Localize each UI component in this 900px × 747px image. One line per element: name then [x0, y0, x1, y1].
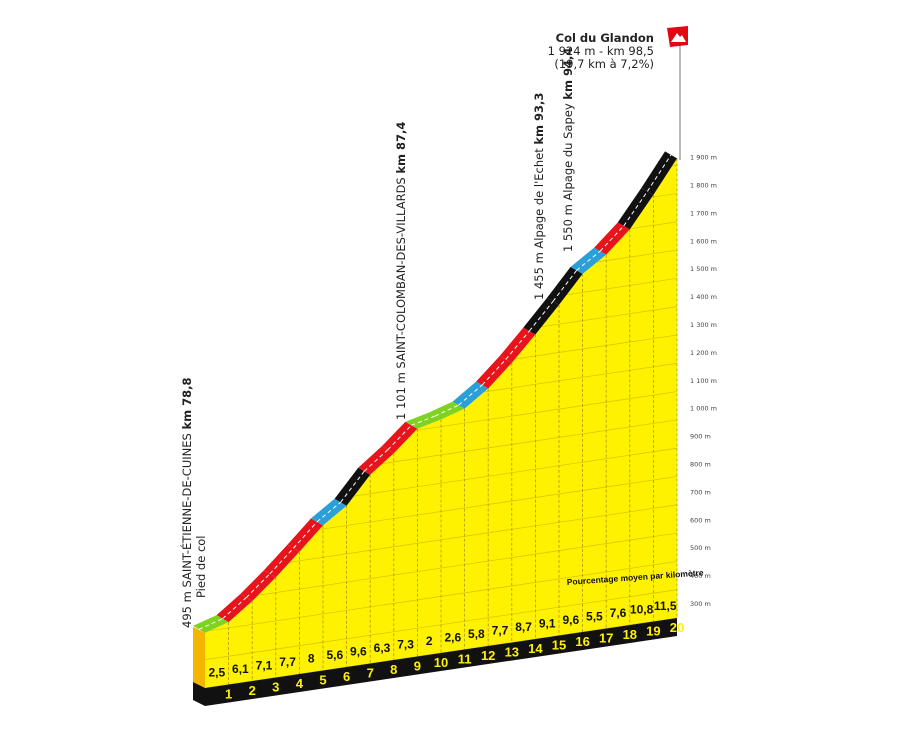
- gradient-label: 11,5: [654, 599, 677, 613]
- gradient-label: 8: [308, 651, 315, 665]
- side-base: [193, 682, 205, 706]
- km-label: 12: [481, 648, 495, 663]
- road-centerline: [269, 547, 294, 575]
- gradient-label: 6,3: [374, 641, 391, 655]
- road-centerline: [529, 301, 554, 332]
- y-tick-label: 400 m: [690, 572, 711, 580]
- mountain-flag-icon: [667, 26, 688, 47]
- km-label: 5: [319, 673, 326, 688]
- km-label: 8: [390, 662, 397, 677]
- road-segment-km-16: [547, 266, 583, 305]
- gradient-label: 7,7: [279, 655, 296, 669]
- y-tick-label: 1 200 m: [690, 349, 717, 357]
- km-label: 1: [225, 687, 232, 702]
- summit-stats: (19,7 km à 7,2%): [554, 57, 654, 71]
- km-label: 18: [623, 627, 637, 642]
- road-centerline: [599, 225, 625, 252]
- gradient-label: 2,5: [208, 665, 225, 679]
- gradient-label: 6,1: [232, 662, 249, 676]
- side-face: [193, 626, 205, 688]
- gradient-label: 5,8: [468, 627, 485, 641]
- road-segment-km-19: [617, 187, 654, 230]
- road-centerline: [458, 384, 483, 406]
- road-segment-km-10: [405, 412, 441, 429]
- gradient-label: 9,6: [562, 613, 579, 627]
- base-strip: [205, 618, 677, 706]
- gradient-label: 9,6: [350, 644, 367, 658]
- road-centerline: [363, 449, 389, 472]
- gradient-label: 7,1: [256, 658, 273, 672]
- y-tick-label: 300 m: [690, 600, 711, 608]
- road-centerline: [222, 597, 247, 620]
- road-segment-km-7: [334, 467, 371, 506]
- road-centerline: [293, 521, 318, 549]
- y-tick-label: 1 700 m: [690, 209, 717, 217]
- road-centerline: [576, 250, 601, 271]
- y-tick-label: 700 m: [690, 488, 711, 496]
- km-label: 4: [296, 676, 304, 691]
- waypoint-label-alpage-sapey: 1 550 m Alpage du Sapey km 94,4: [561, 48, 575, 252]
- road-centerline: [411, 415, 436, 426]
- y-tick-label: 1 100 m: [690, 377, 717, 385]
- km-label: 14: [528, 641, 543, 656]
- km-label: 3: [272, 680, 279, 695]
- road-segment-km-15: [523, 297, 559, 335]
- waypoint-label-saint-colomban: 1 101 m SAINT-COLOMBAN-DES-VILLARDS km 8…: [394, 122, 408, 420]
- waypoint-sublabel-start: Pied de col: [194, 536, 208, 599]
- km-label: 16: [575, 634, 589, 649]
- y-tick-label: 1 900 m: [690, 154, 717, 162]
- grid-line: [205, 164, 677, 236]
- km-label: 11: [458, 652, 472, 667]
- km-label: 6: [343, 669, 350, 684]
- road-centerline: [316, 501, 341, 523]
- km-label: 20: [670, 620, 684, 635]
- gradient-label: 7,6: [610, 606, 627, 620]
- waypoint-label-alpage-echet: 1 455 m Alpage de l'Echet km 93,3: [532, 93, 546, 300]
- y-tick-label: 1 800 m: [690, 182, 717, 190]
- profile-group: 2,516,127,137,74855,669,676,387,392102,6…: [193, 151, 684, 706]
- km-label: 15: [552, 638, 566, 653]
- gradient-label: 2,6: [444, 630, 461, 644]
- y-tick-label: 900 m: [690, 433, 711, 441]
- km-label: 19: [646, 624, 660, 639]
- road-segment-km-14: [499, 327, 536, 363]
- grid-line: [205, 532, 677, 604]
- y-tick-label: 1 400 m: [690, 293, 717, 301]
- km-label: 17: [599, 631, 613, 646]
- y-tick-label: 600 m: [690, 516, 711, 524]
- road-centerline: [387, 424, 412, 451]
- km-label: 7: [367, 666, 374, 681]
- summit-name: Col du Glandon: [556, 31, 654, 45]
- km-label: 10: [434, 655, 448, 670]
- y-tick-label: 1 300 m: [690, 321, 717, 329]
- road-centerline: [245, 573, 271, 599]
- elevation-axis: 300 m 400 m 500 m 600 m 700 m 800 m 900 m 1 000…: [690, 154, 717, 608]
- km-label: 9: [414, 659, 421, 674]
- gradient-label: 7,7: [492, 623, 509, 637]
- km-label: 2: [249, 683, 256, 698]
- gradient-label: 7,3: [397, 637, 414, 651]
- y-tick-label: 500 m: [690, 544, 711, 552]
- y-tick-label: 800 m: [690, 461, 711, 469]
- grid-line: [205, 158, 677, 208]
- y-tick-label: 1 600 m: [690, 237, 717, 245]
- gradient-label: 10,8: [630, 602, 654, 616]
- road-centerline: [481, 359, 507, 386]
- km-label: 13: [505, 645, 519, 660]
- gradient-label: 8,7: [515, 620, 532, 634]
- y-tick-label: 1 500 m: [690, 265, 717, 273]
- summit-elevation: 1 924 m - km 98,5: [548, 44, 654, 58]
- road-centerline: [198, 618, 223, 630]
- gradient-label: 2: [426, 634, 433, 648]
- road-centerline: [434, 404, 459, 417]
- gradient-label: 5,5: [586, 609, 603, 623]
- gradient-label: 5,6: [326, 648, 343, 662]
- gradient-label: 9,1: [539, 616, 556, 630]
- waypoint-label-start: 495 m SAINT-ÉTIENNE-DE-CUINES km 78,8: [179, 378, 194, 628]
- road-centerline: [646, 154, 672, 192]
- road-centerline: [505, 330, 530, 360]
- y-tick-label: 1 000 m: [690, 405, 717, 413]
